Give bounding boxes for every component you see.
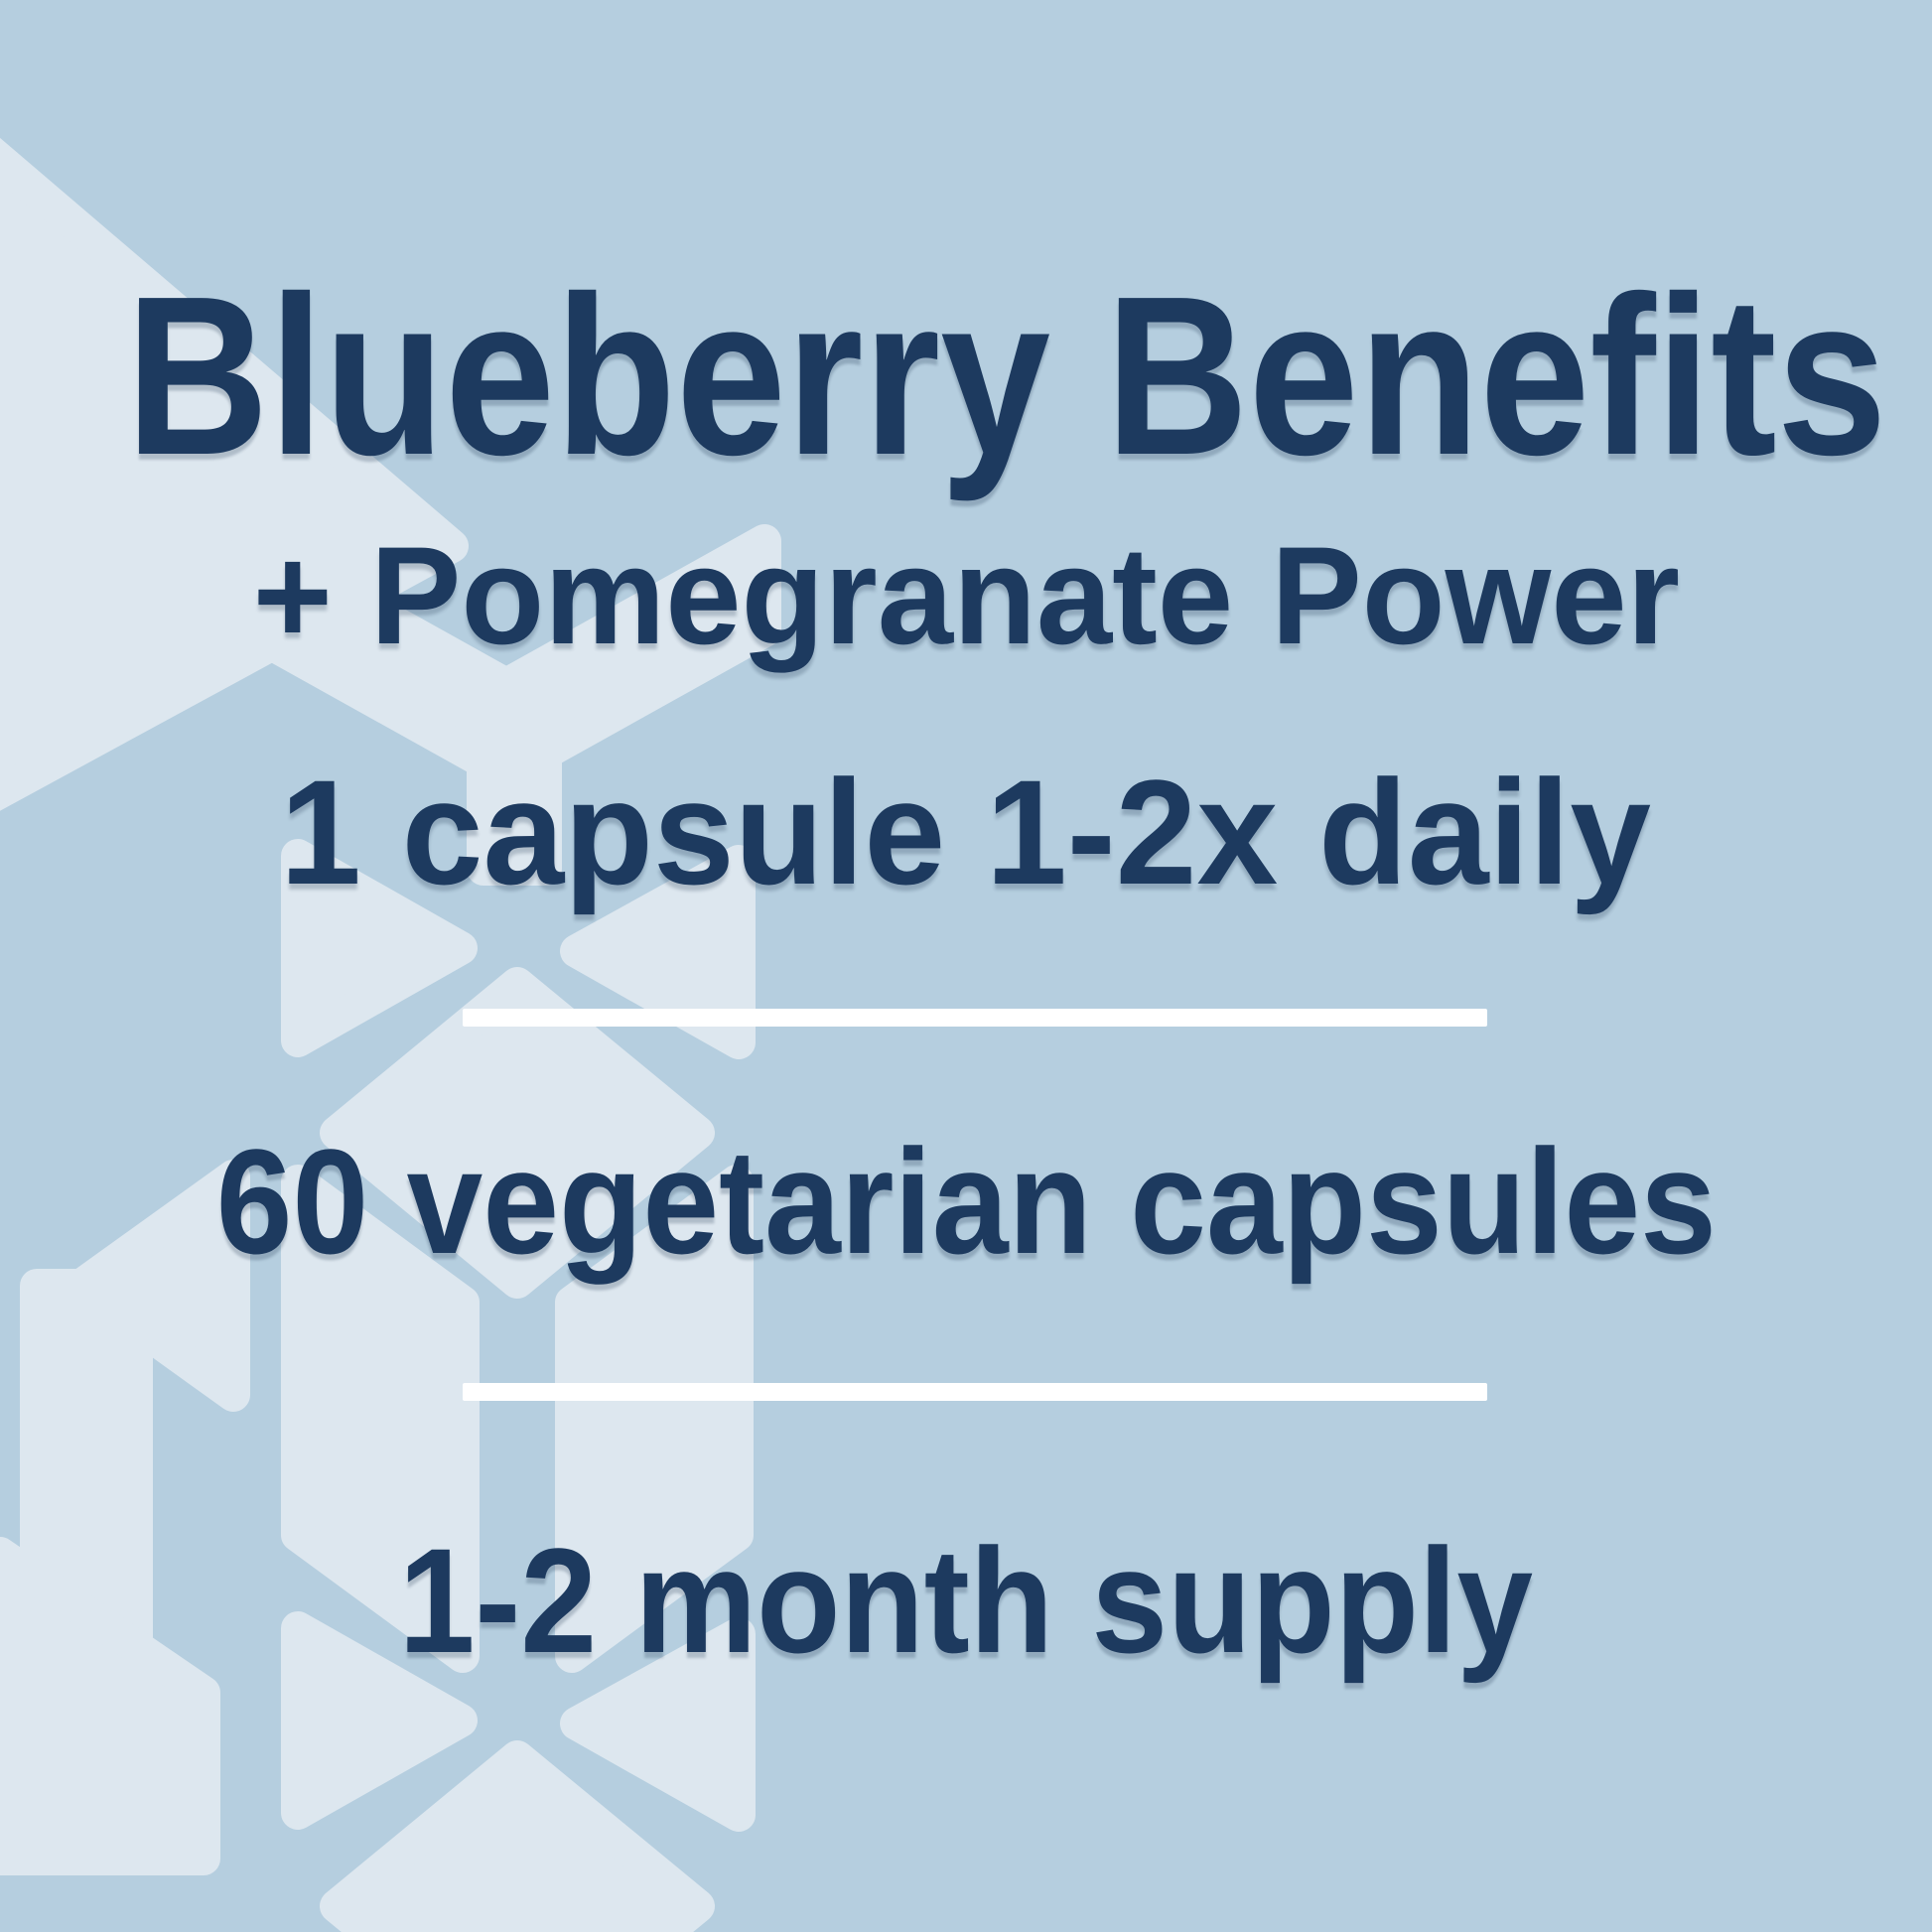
supply-line: 1-2 month supply [0, 1526, 1932, 1675]
capsule-count-text: 60 vegetarian capsules [215, 1118, 1717, 1285]
page-subtitle: + Pomegranate Power [0, 526, 1932, 665]
page-title-text: Blueberry Benefits [125, 250, 1887, 502]
page-subtitle-text: + Pomegranate Power [252, 517, 1680, 673]
divider-line [463, 1009, 1487, 1027]
capsule-count-line: 60 vegetarian capsules [0, 1127, 1932, 1276]
supply-text: 1-2 month supply [398, 1517, 1534, 1684]
dosage-text: 1 capsule 1-2x daily [280, 749, 1652, 915]
dosage-line: 1 capsule 1-2x daily [0, 758, 1932, 906]
divider-line [463, 1383, 1487, 1401]
page-title: Blueberry Benefits [0, 263, 1932, 489]
